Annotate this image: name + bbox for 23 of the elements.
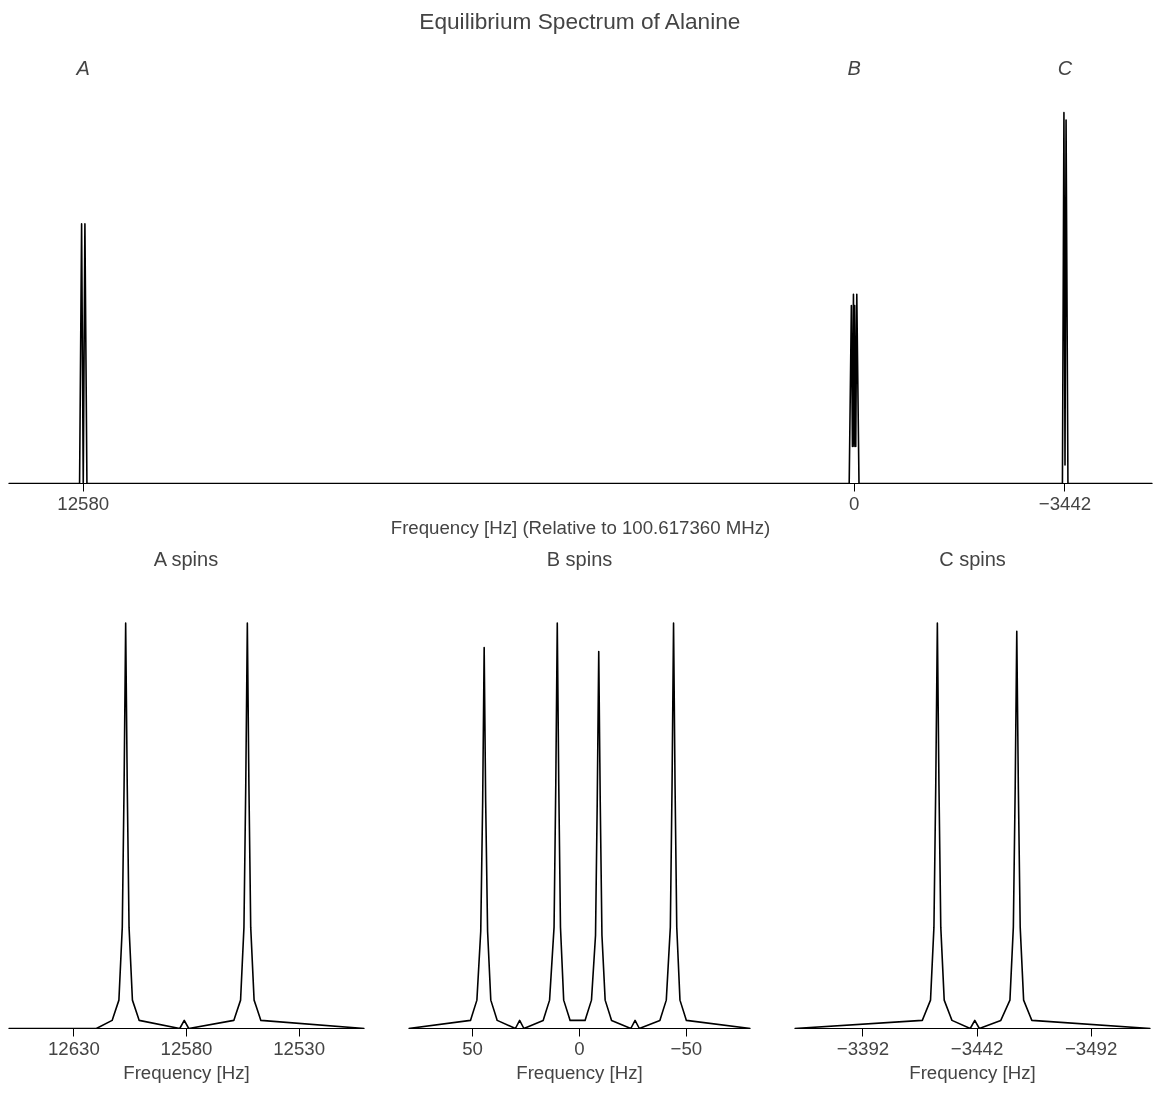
x-axis-title: Frequency [Hz] xyxy=(123,1061,250,1083)
x-tick-label: 12580 xyxy=(57,492,110,514)
x-tick-label: 50 xyxy=(462,1037,484,1059)
x-tick-label: 12630 xyxy=(47,1037,100,1059)
chart-title: Equilibrium Spectrum of Alanine xyxy=(419,7,741,34)
x-tick-label: −3442 xyxy=(950,1037,1004,1059)
x-tick-label: 12530 xyxy=(273,1037,326,1059)
x-tick-label: 0 xyxy=(574,1037,585,1059)
text: A xyxy=(75,57,90,80)
x-tick-label: −3392 xyxy=(836,1037,890,1059)
chart-title: A spins xyxy=(153,547,219,570)
x-axis-title: Frequency [Hz] (Relative to 100.617360 MHz) xyxy=(390,516,771,538)
x-tick-label: 0 xyxy=(848,492,860,514)
x-tick-label: −3492 xyxy=(1064,1037,1118,1059)
chart-title: C spins xyxy=(939,547,1006,570)
x-axis-title: Frequency [Hz] xyxy=(909,1061,1036,1083)
x-tick-label: 12580 xyxy=(160,1037,213,1059)
text: B xyxy=(847,57,861,80)
x-tick-label: −50 xyxy=(670,1037,703,1059)
text: C xyxy=(1057,57,1073,80)
x-axis-title: Frequency [Hz] xyxy=(516,1061,643,1083)
x-tick-label: −3442 xyxy=(1038,492,1092,514)
chart-title: B spins xyxy=(546,547,613,570)
